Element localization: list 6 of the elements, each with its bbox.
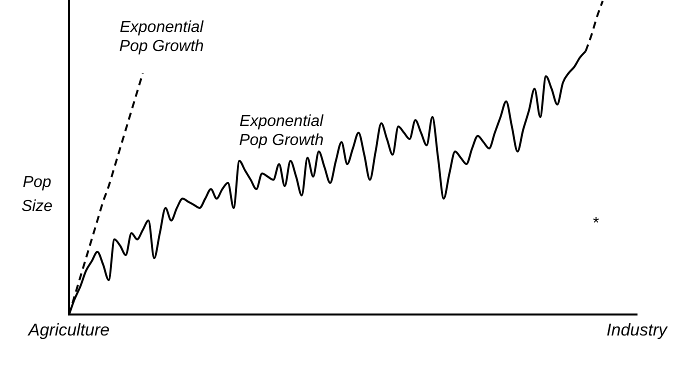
y-axis-title: Pop Size — [21, 174, 53, 216]
annotation: Exponential Pop Growth — [239, 112, 324, 149]
x-tick-label: Industry — [606, 320, 668, 340]
annotation: Exponential Pop Growth — [119, 18, 204, 55]
x-tick-label: Agriculture — [27, 320, 110, 340]
annotation: * — [592, 215, 600, 232]
